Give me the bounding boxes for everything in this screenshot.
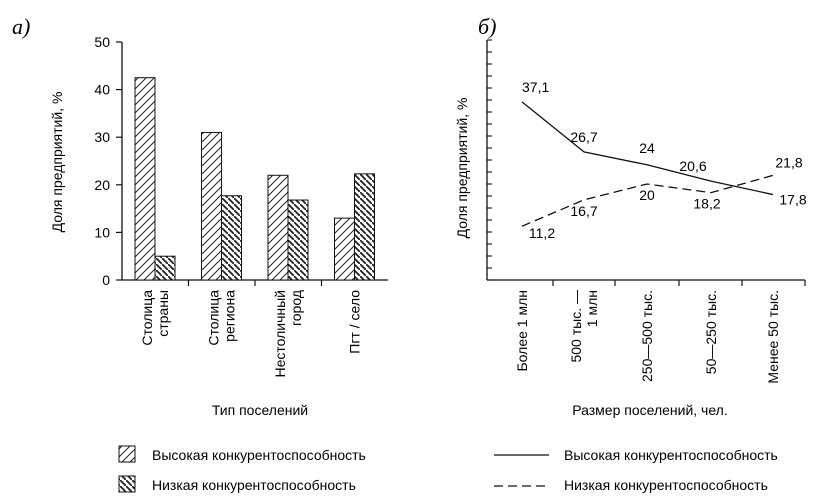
x-category-label: страны: [155, 290, 171, 337]
x-category-label: 50—250 тыс.: [703, 290, 719, 374]
legend-label: Низкая конкурентоспособность: [152, 477, 356, 493]
data-label: 20,6: [679, 158, 706, 174]
data-label: 11,2: [529, 225, 555, 241]
data-label: 17,8: [779, 192, 806, 208]
x-category-label: региона: [222, 290, 238, 342]
x-category-label: Столица: [139, 290, 155, 346]
bar: [334, 217, 355, 281]
line-chart-panel: б) Доля предприятий, % Размер поселений,…: [454, 14, 807, 418]
y-tick-label: 50: [94, 34, 110, 50]
legend-label: Низкая конкурентоспособность: [564, 477, 768, 493]
legend-line-chart: Высокая конкурентоспособность Низкая кон…: [494, 447, 778, 493]
bar: [201, 131, 222, 281]
legend-label: Высокая конкурентоспособность: [564, 447, 778, 463]
legend-item-high: Высокая конкурентоспособность: [118, 445, 366, 463]
x-category-label: Пгт / село: [347, 290, 363, 354]
data-label: 21,8: [775, 154, 802, 170]
panel-label-a: а): [12, 14, 30, 39]
x-category-label: 500 тыс. —: [568, 290, 584, 363]
data-label: 37,1: [522, 79, 549, 95]
data-label: 20: [639, 187, 655, 203]
x-category-label: город: [288, 290, 304, 326]
legend-item-low: Низкая конкурентоспособность: [118, 475, 356, 493]
panel-label-b: б): [478, 14, 496, 39]
data-label: 16,7: [570, 203, 597, 219]
y-tick-label: 10: [94, 224, 110, 240]
x-category-label: 1 млн: [584, 290, 600, 327]
bar: [154, 255, 176, 281]
data-label: 26,7: [570, 129, 597, 145]
y-axis-title: Доля предприятий, %: [454, 98, 470, 239]
line-series-high: [521, 101, 774, 196]
data-label: 18,2: [693, 196, 720, 212]
legend-label: Высокая конкурентоспособность: [152, 447, 366, 463]
y-axis-title: Доля предприятий, %: [49, 92, 65, 233]
bar: [221, 195, 242, 281]
bar: [354, 173, 375, 281]
x-axis-title: Размер поселений, чел.: [572, 402, 727, 418]
y-tick-label: 20: [94, 177, 110, 193]
x-category-label: Столица: [206, 290, 222, 346]
x-axis-title: Тип поселений: [212, 402, 308, 418]
legend-bar-chart: Высокая конкурентоспособность Низкая кон…: [118, 445, 366, 493]
line-series-low: [521, 174, 774, 227]
x-category-label: Нестоличный: [272, 290, 288, 378]
bar: [134, 77, 156, 281]
x-category-label: 250—500 тыс.: [639, 290, 655, 382]
bar: [287, 199, 309, 281]
legend-item-high: Высокая конкурентоспособность: [494, 447, 778, 463]
legend-item-low: Низкая конкурентоспособность: [494, 477, 768, 493]
bar: [267, 174, 289, 281]
data-label: 24: [639, 140, 655, 156]
x-category-label: Менее 50 тыс.: [765, 290, 781, 384]
y-tick-label: 30: [94, 129, 110, 145]
y-tick-label: 0: [102, 272, 110, 288]
legend-swatch-hatch-forward: [118, 445, 136, 463]
legend-swatch-hatch-back: [118, 475, 136, 493]
bar-chart-panel: а) Доля предприятий, % Тип поселений 0 10…: [12, 14, 388, 418]
x-category-label: Более 1 млн: [514, 290, 530, 372]
y-tick-label: 40: [94, 82, 110, 98]
